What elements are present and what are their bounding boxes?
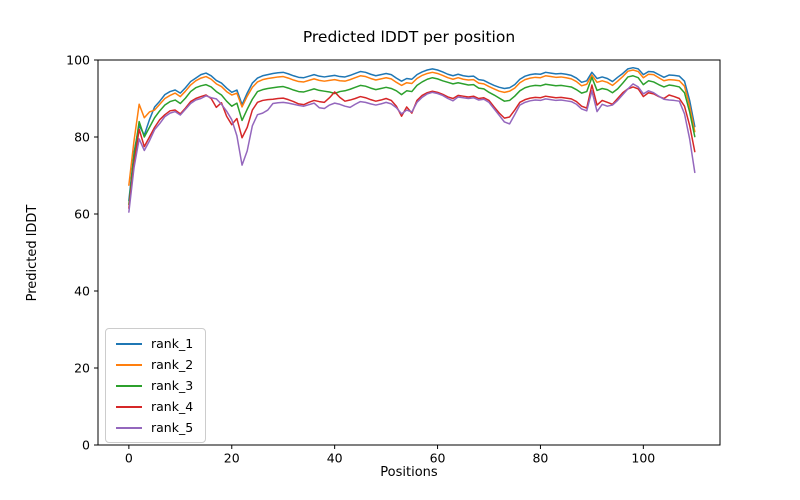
chart-title: Predicted lDDT per position bbox=[302, 28, 516, 46]
y-tick-label-0: 0 bbox=[82, 437, 90, 452]
x-axis-label: Positions bbox=[380, 465, 438, 480]
series-line-rank_2 bbox=[128, 69, 696, 186]
y-tick-label-60: 60 bbox=[74, 206, 90, 221]
series-line-rank_3 bbox=[128, 75, 696, 206]
legend-swatch-rank_2 bbox=[116, 363, 142, 366]
legend-swatch-rank_5 bbox=[116, 426, 142, 429]
x-tick-label-60: 60 bbox=[430, 451, 446, 466]
x-tick-label-0: 0 bbox=[125, 451, 133, 466]
legend-item-rank_5: rank_5 bbox=[116, 420, 193, 435]
legend-label-rank_2: rank_2 bbox=[151, 357, 194, 372]
y-tick-label-20: 20 bbox=[74, 360, 90, 375]
legend-swatch-rank_4 bbox=[116, 405, 142, 408]
x-tick-label-20: 20 bbox=[224, 451, 240, 466]
axes-spines bbox=[97, 59, 721, 446]
legend-label-rank_5: rank_5 bbox=[151, 420, 194, 435]
legend-label-rank_3: rank_3 bbox=[151, 378, 194, 393]
legend-item-rank_2: rank_2 bbox=[116, 357, 193, 372]
x-tick-label-80: 80 bbox=[532, 451, 548, 466]
series-line-rank_4 bbox=[128, 84, 696, 209]
series-line-rank_1 bbox=[128, 66, 696, 202]
y-axis-label: Predicted lDDT bbox=[25, 204, 40, 302]
y-tick-label-80: 80 bbox=[74, 129, 90, 144]
legend-swatch-rank_3 bbox=[116, 384, 142, 387]
legend-swatch-rank_1 bbox=[116, 342, 142, 345]
legend-label-rank_1: rank_1 bbox=[151, 336, 194, 351]
y-tick-label-100: 100 bbox=[66, 52, 90, 67]
legend-item-rank_4: rank_4 bbox=[116, 399, 193, 414]
legend-item-rank_1: rank_1 bbox=[116, 336, 193, 351]
legend-label-rank_4: rank_4 bbox=[151, 399, 194, 414]
series-line-rank_5 bbox=[128, 83, 696, 213]
y-tick-label-40: 40 bbox=[74, 283, 90, 298]
x-tick-label-40: 40 bbox=[327, 451, 343, 466]
legend-item-rank_3: rank_3 bbox=[116, 378, 193, 393]
legend: rank_1 rank_2 rank_3 rank_4 rank_5 bbox=[105, 328, 207, 443]
x-tick-label-100: 100 bbox=[631, 451, 655, 466]
